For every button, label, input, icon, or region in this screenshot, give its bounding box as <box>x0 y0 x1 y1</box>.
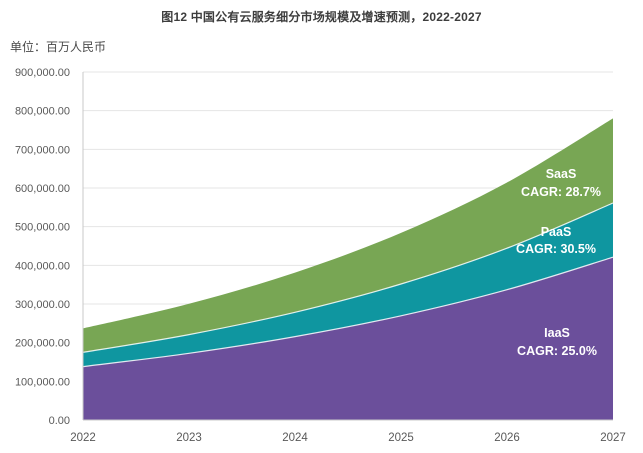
y-tick-label: 400,000.00 <box>15 260 70 272</box>
area-iaas <box>83 257 613 420</box>
x-tick-label: 2024 <box>282 432 308 444</box>
series-label-iaas: IaaS <box>544 326 570 340</box>
y-tick-label: 900,000.00 <box>15 67 70 79</box>
series-label-paas: PaaS <box>541 225 572 239</box>
chart-title: 图12 中国公有云服务细分市场规模及增速预测，2022-2027 <box>161 10 482 24</box>
y-tick-label: 700,000.00 <box>15 144 70 156</box>
y-tick-label: 500,000.00 <box>15 222 70 234</box>
series-cagr-saas: CAGR: 28.7% <box>521 185 601 199</box>
y-tick-label: 300,000.00 <box>15 299 70 311</box>
y-tick-label: 100,000.00 <box>15 376 70 388</box>
unit-label: 单位：百万人民币 <box>10 40 107 54</box>
series-boundary <box>82 202 614 353</box>
series-label-saas: SaaS <box>546 167 577 181</box>
series-boundary <box>82 256 614 368</box>
y-tick-label: 800,000.00 <box>15 106 70 118</box>
y-tick-label: 0.00 <box>49 415 70 427</box>
x-tick-label: 2027 <box>600 432 626 444</box>
x-tick-label: 2026 <box>494 432 520 444</box>
x-tick-label: 2025 <box>388 432 414 444</box>
x-tick-label: 2022 <box>70 432 96 444</box>
series-cagr-iaas: CAGR: 25.0% <box>517 344 597 358</box>
y-tick-label: 600,000.00 <box>15 183 70 195</box>
y-tick-label: 200,000.00 <box>15 338 70 350</box>
x-tick-label: 2023 <box>176 432 202 444</box>
series-cagr-paas: CAGR: 30.5% <box>516 242 596 256</box>
